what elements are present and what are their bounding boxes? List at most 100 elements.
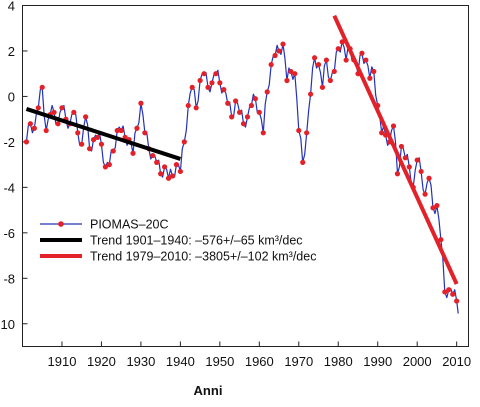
legend-trend-1979-2010-label: Trend 1979–2010: –3805+/–102 km³/dec (90, 250, 316, 264)
piomas-point (201, 71, 207, 77)
piomas-point (260, 130, 266, 136)
y-tick-label: 2 (8, 44, 15, 59)
piomas-point (35, 105, 41, 111)
piomas-point (363, 57, 369, 63)
piomas-point (296, 127, 302, 134)
y-tick-label: 4 (8, 0, 15, 14)
y-tick-label: 10 (1, 317, 15, 332)
piomas-point (209, 80, 215, 86)
piomas-point (244, 114, 251, 120)
piomas-point (90, 137, 97, 143)
piomas-point (300, 159, 306, 165)
piomas-point (217, 80, 223, 86)
x-tick-label: 1970 (284, 354, 313, 369)
piomas-point (150, 152, 156, 159)
piomas-point (454, 298, 460, 304)
axis-tick-labels: 1910 1920 1930 1940 1950 1960 1970 1980 1990 2000… (1, 0, 472, 369)
piomas-point (43, 127, 49, 134)
piomas-point (442, 289, 448, 295)
piomas-point (142, 130, 148, 136)
x-tick-label: 1950 (205, 354, 234, 369)
piomas-point (75, 130, 81, 136)
y-tick-label: -6 (3, 226, 15, 241)
x-tick-label: 2010 (442, 354, 471, 369)
piomas-point (27, 121, 33, 127)
piomas-point (308, 91, 314, 97)
piomas-point (430, 205, 436, 211)
plot-frame (22, 5, 469, 347)
piomas-point (272, 52, 278, 59)
piomas-point (390, 123, 397, 129)
series-piomas-line (25, 41, 459, 314)
legend-piomas-label: PIOMAS–20C (90, 218, 169, 232)
piomas-point (225, 100, 231, 106)
piomas-point (102, 164, 108, 170)
piomas-point (406, 164, 412, 170)
piomas-point (31, 125, 37, 131)
x-tick-label: 1990 (363, 354, 392, 369)
piomas-point (233, 98, 239, 104)
piomas-point (434, 202, 440, 209)
piomas-point (79, 141, 85, 147)
piomas-point (398, 143, 405, 150)
legend: PIOMAS–20C Trend 1901–1940: –576+/–65 km³… (36, 214, 334, 264)
piomas-point (158, 171, 164, 177)
piomas-point (343, 57, 349, 63)
piomas-point (83, 114, 89, 120)
piomas-point (438, 237, 444, 243)
piomas-point (256, 109, 262, 115)
piomas-point (94, 134, 101, 140)
piomas-point (161, 164, 168, 170)
piomas-point (319, 84, 326, 90)
legend-trend-1901-1940-label: Trend 1901–1940: –576+/–65 km³/dec (90, 234, 303, 248)
y-tick-label: 0 (8, 89, 15, 104)
piomas-point (394, 171, 401, 177)
piomas-point (446, 287, 452, 293)
series-layer (23, 14, 460, 314)
piomas-point (23, 139, 30, 145)
piomas-point (110, 148, 116, 154)
piomas-point (154, 159, 160, 165)
piomas-point (118, 127, 124, 134)
piomas-point (86, 146, 93, 152)
x-tick-label: 1910 (48, 354, 77, 369)
legend-marker-piomas (58, 221, 64, 227)
piomas-point (185, 102, 191, 109)
piomas-point (165, 175, 172, 181)
trend-line-1901-1940 (25, 107, 181, 161)
piomas-point (252, 96, 258, 102)
piomas-point (315, 62, 322, 68)
piomas-point (284, 77, 290, 84)
piomas-point (71, 109, 77, 115)
x-tick-label: 1960 (245, 354, 274, 369)
x-tick-label: 1930 (126, 354, 155, 369)
piomas-point (359, 50, 365, 56)
x-axis-label: Anni (194, 383, 223, 398)
piomas-point (169, 173, 176, 179)
piomas-point (331, 68, 337, 75)
axis-ticks (22, 5, 458, 347)
piomas-point (51, 109, 57, 115)
piomas-point (327, 77, 333, 84)
piomas-point (335, 46, 341, 52)
piomas-point (59, 105, 65, 111)
piomas-point (248, 102, 255, 109)
piomas-point (268, 62, 274, 68)
piomas-point (418, 168, 424, 175)
piomas-point (173, 162, 180, 168)
piomas-point (280, 41, 286, 47)
piomas-point (426, 175, 432, 181)
piomas-point (55, 121, 61, 127)
piomas-point (323, 57, 330, 63)
y-tick-label: -2 (3, 135, 15, 150)
piomas-point (229, 114, 235, 120)
piomas-point (114, 127, 120, 134)
y-tick-label: -4 (3, 180, 15, 195)
piomas-point (371, 68, 377, 75)
piomas-point (39, 84, 45, 90)
x-tick-label: 1980 (324, 354, 353, 369)
piomas-point (304, 130, 310, 136)
piomas-point (264, 89, 270, 95)
piomas-point (236, 109, 243, 115)
y-tick-label: -8 (3, 271, 15, 286)
